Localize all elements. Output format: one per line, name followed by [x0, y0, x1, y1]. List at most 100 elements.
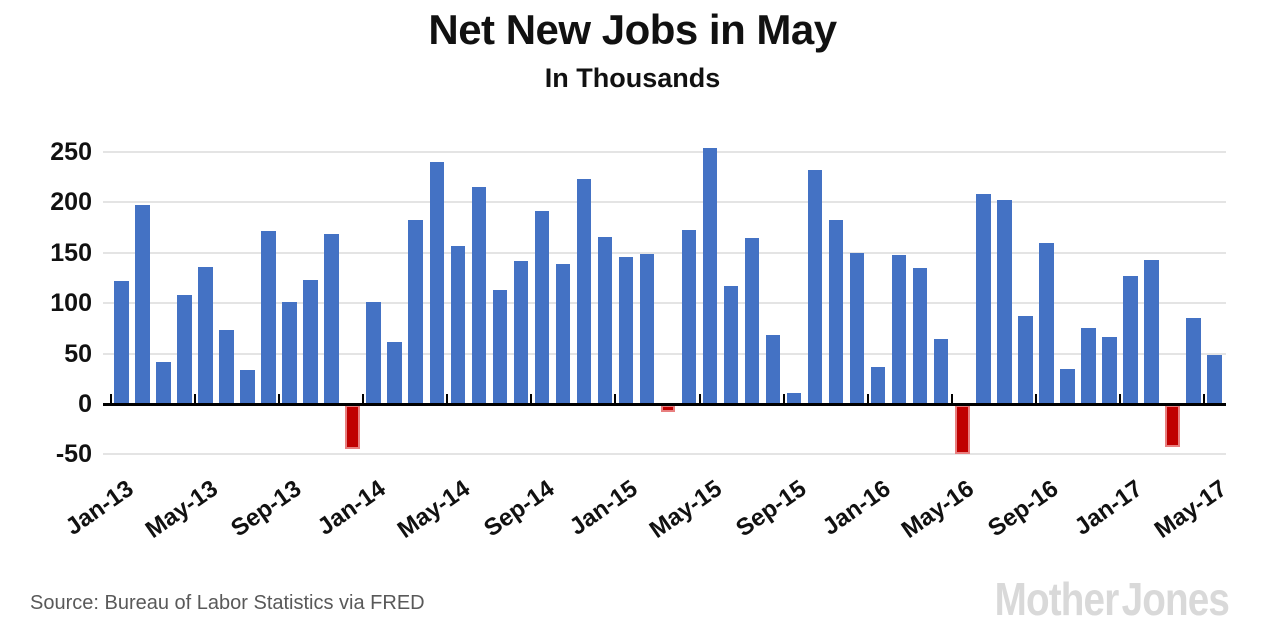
- x-tick-Jan-13: [110, 394, 112, 403]
- x-tick-Sep-13: [278, 394, 281, 403]
- bar-Jun-14: [471, 187, 487, 403]
- chart-subtitle: In Thousands: [544, 63, 721, 93]
- bar-Feb-15: [639, 253, 655, 403]
- bar-Apr-17: [1186, 318, 1201, 403]
- bar-Apr-13: [177, 295, 192, 403]
- bar-May-15: [702, 147, 718, 403]
- x-axis-line: [103, 403, 1226, 406]
- bar-Mar-17: [1165, 404, 1180, 447]
- x-tick-Sep-14: [530, 394, 533, 403]
- bar-Apr-14: [429, 162, 444, 403]
- bar-Aug-15: [765, 335, 781, 403]
- x-tick-May-13: [194, 394, 197, 403]
- bar-Apr-16: [933, 339, 949, 403]
- bar-Apr-15: [681, 229, 697, 403]
- bar-Jan-14: [366, 302, 381, 403]
- bar-Feb-13: [135, 205, 150, 403]
- x-axis-label-May-17: May-17: [1149, 475, 1232, 544]
- bar-Feb-16: [891, 254, 907, 403]
- x-axis-label-May-16: May-16: [897, 475, 980, 544]
- gridline-100: [103, 302, 1226, 305]
- bar-Aug-16: [1018, 316, 1033, 403]
- bar-Dec-13: [345, 404, 360, 449]
- x-tick-May-14: [446, 394, 449, 403]
- gridline--50: [103, 453, 1226, 456]
- bar-Feb-14: [387, 341, 402, 403]
- gridline-50: [103, 352, 1226, 355]
- bar-Sep-14: [534, 211, 550, 403]
- bar-Mar-16: [912, 267, 928, 403]
- x-axis-label-Jan-17: Jan-17: [1069, 475, 1148, 541]
- x-axis-label-Jan-13: Jan-13: [60, 475, 139, 541]
- chart-title: Net New Jobs in May: [428, 6, 837, 53]
- bar-Dec-15: [849, 252, 865, 403]
- plot-area: [103, 140, 1226, 470]
- bar-Oct-13: [303, 280, 318, 403]
- bar-Mar-14: [408, 219, 423, 403]
- bar-May-13: [198, 266, 213, 403]
- bar-Jul-13: [240, 369, 255, 403]
- x-axis-label-Jan-14: Jan-14: [312, 475, 391, 541]
- bar-Nov-15: [828, 219, 844, 403]
- x-tick-Jan-15: [614, 394, 617, 403]
- bar-Jun-16: [976, 194, 991, 403]
- x-axis-label-Jan-16: Jan-16: [817, 475, 896, 541]
- x-tick-Jan-14: [362, 394, 365, 403]
- bar-Jul-14: [492, 290, 508, 403]
- y-axis-label-100: 100: [50, 289, 92, 318]
- x-axis-label-Jan-15: Jan-15: [565, 475, 643, 541]
- bar-Jun-15: [723, 286, 739, 403]
- bar-Sep-16: [1039, 242, 1054, 403]
- x-axis-label-Sep-13: Sep-13: [226, 475, 307, 543]
- x-tick-Sep-15: [782, 394, 785, 403]
- bar-Mar-13: [156, 361, 171, 403]
- bar-Jul-16: [997, 200, 1012, 403]
- x-axis-label-Sep-14: Sep-14: [478, 475, 559, 543]
- bar-Jun-13: [219, 330, 234, 403]
- x-axis-label-May-13: May-13: [140, 475, 223, 544]
- gridline-150: [103, 251, 1226, 254]
- x-axis-label-Sep-16: Sep-16: [983, 475, 1064, 543]
- gridline-200: [103, 201, 1226, 204]
- bar-May-17: [1207, 354, 1222, 403]
- y-axis-label-50: 50: [64, 339, 92, 368]
- bar-Sep-15: [786, 392, 802, 403]
- bar-May-16: [955, 404, 970, 454]
- x-tick-Jan-17: [1118, 394, 1121, 403]
- bar-Nov-16: [1081, 328, 1096, 403]
- y-axis-label-150: 150: [50, 238, 92, 267]
- x-tick-Sep-16: [1034, 394, 1037, 403]
- y-axis-label-0: 0: [78, 390, 92, 418]
- bar-Nov-13: [324, 233, 339, 403]
- x-tick-Jan-16: [866, 394, 869, 403]
- bar-Aug-14: [513, 260, 529, 403]
- x-axis-label-May-15: May-15: [644, 475, 728, 544]
- source-note: Source: Bureau of Labor Statistics via F…: [30, 592, 425, 614]
- bar-Oct-15: [807, 170, 823, 403]
- mother-jones-logo: Mother Jones: [994, 573, 1230, 625]
- bar-Aug-13: [261, 230, 276, 403]
- x-tick-May-16: [950, 394, 953, 403]
- bar-Nov-14: [576, 179, 592, 403]
- bar-Oct-16: [1060, 368, 1075, 403]
- bar-Dec-14: [597, 236, 613, 403]
- x-tick-May-17: [1203, 394, 1206, 403]
- bar-Oct-14: [555, 263, 571, 403]
- bar-Feb-17: [1144, 259, 1159, 403]
- y-axis-label-200: 200: [50, 188, 92, 217]
- y-axis-label-250: 250: [50, 138, 92, 166]
- bar-Jan-17: [1123, 275, 1138, 403]
- bar-Jul-15: [744, 237, 760, 403]
- x-axis-label-Sep-15: Sep-15: [731, 475, 812, 543]
- bar-Sep-13: [282, 302, 297, 403]
- y-axis-label--50: -50: [55, 440, 92, 469]
- bar-Dec-16: [1102, 337, 1117, 403]
- x-axis-label-May-14: May-14: [392, 475, 475, 544]
- bar-May-14: [450, 245, 466, 403]
- bar-Jan-13: [114, 281, 129, 403]
- gridline-250: [103, 151, 1226, 153]
- bar-Jan-16: [870, 366, 886, 403]
- x-tick-May-15: [698, 394, 701, 403]
- bar-Jan-15: [618, 256, 634, 403]
